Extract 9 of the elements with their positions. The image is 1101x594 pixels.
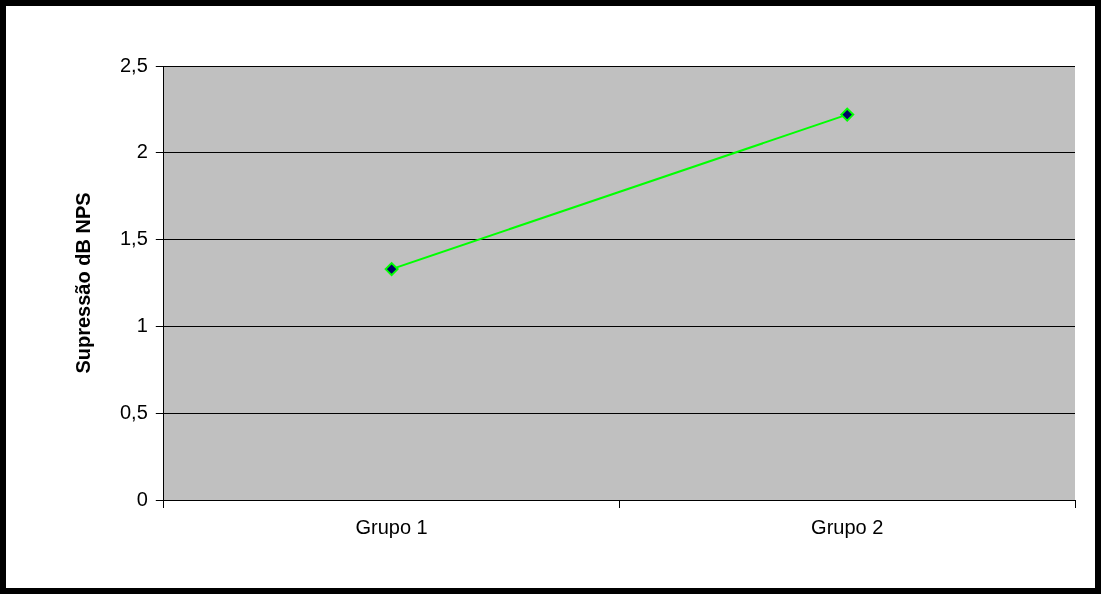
y-tick-label: 1,5 [119, 227, 148, 250]
y-axis-title: Supressão dB NPS [71, 192, 94, 374]
x-tick-label: Grupo 1 [355, 515, 428, 538]
y-tick-label: 1 [136, 313, 148, 336]
y-tick-label: 0 [136, 487, 148, 510]
x-tick-label: Grupo 2 [811, 515, 884, 538]
y-tick-label: 2 [136, 140, 148, 163]
y-tick-label: 2,5 [119, 53, 148, 76]
y-tick-label: 0,5 [119, 400, 148, 423]
